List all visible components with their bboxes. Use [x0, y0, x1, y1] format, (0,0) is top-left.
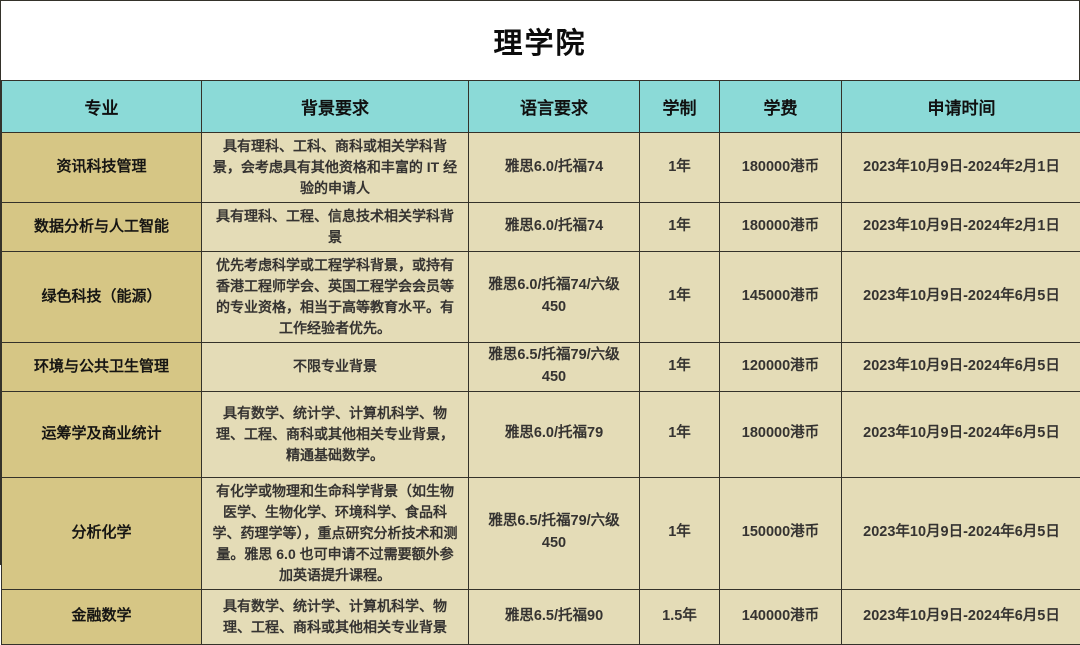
apply-time-cell: 2023年10月9日-2024年2月1日 — [842, 203, 1080, 252]
column-header-background: 背景要求 — [202, 81, 469, 133]
column-header-major: 专业 — [2, 81, 202, 133]
background-requirement-cell: 具有理科、工科、商科或相关学科背景，会考虑具有其他资格和丰富的 IT 经验的申请… — [202, 133, 469, 203]
table-body: 资讯科技管理具有理科、工科、商科或相关学科背景，会考虑具有其他资格和丰富的 IT… — [2, 133, 1080, 645]
column-header-apply-time: 申请时间 — [842, 81, 1080, 133]
major-cell: 资讯科技管理 — [2, 133, 202, 203]
table-row: 金融数学具有数学、统计学、计算机科学、物理、工程、商科或其他相关专业背景雅思6.… — [2, 589, 1080, 644]
duration-cell: 1年 — [640, 477, 720, 589]
tuition-cell: 120000港币 — [720, 343, 842, 392]
background-requirement-cell: 有化学或物理和生命科学背景（如生物医学、生物化学、环境科学、食品科学、药理学等）… — [202, 477, 469, 589]
background-requirement-cell: 具有数学、统计学、计算机科学、物理、工程、商科或其他相关专业背景，精通基础数学。 — [202, 391, 469, 477]
apply-time-cell: 2023年10月9日-2024年6月5日 — [842, 252, 1080, 343]
apply-time-cell: 2023年10月9日-2024年6月5日 — [842, 589, 1080, 644]
major-cell: 分析化学 — [2, 477, 202, 589]
tuition-cell: 180000港币 — [720, 133, 842, 203]
duration-cell: 1年 — [640, 133, 720, 203]
language-requirement-cell: 雅思6.5/托福90 — [469, 589, 640, 644]
table-row: 绿色科技（能源）优先考虑科学或工程学科背景，或持有香港工程师学会、英国工程学会会… — [2, 252, 1080, 343]
apply-time-cell: 2023年10月9日-2024年2月1日 — [842, 133, 1080, 203]
duration-cell: 1.5年 — [640, 589, 720, 644]
tuition-cell: 145000港币 — [720, 252, 842, 343]
apply-time-cell: 2023年10月9日-2024年6月5日 — [842, 343, 1080, 392]
page-title: 理学院 — [493, 20, 586, 62]
column-header-tuition: 学费 — [720, 81, 842, 133]
apply-time-cell: 2023年10月9日-2024年6月5日 — [842, 477, 1080, 589]
duration-cell: 1年 — [640, 343, 720, 392]
duration-cell: 1年 — [640, 203, 720, 252]
duration-cell: 1年 — [640, 252, 720, 343]
table-header-row: 专业 背景要求 语言要求 学制 学费 申请时间 — [2, 81, 1080, 133]
table-row: 分析化学有化学或物理和生命科学背景（如生物医学、生物化学、环境科学、食品科学、药… — [2, 477, 1080, 589]
language-requirement-cell: 雅思6.0/托福74 — [469, 133, 640, 203]
language-requirement-cell: 雅思6.5/托福79/六级450 — [469, 343, 640, 392]
column-header-duration: 学制 — [640, 81, 720, 133]
tuition-cell: 140000港币 — [720, 589, 842, 644]
table-row: 资讯科技管理具有理科、工科、商科或相关学科背景，会考虑具有其他资格和丰富的 IT… — [2, 133, 1080, 203]
tuition-cell: 180000港币 — [720, 391, 842, 477]
title-band: 理学院 — [1, 1, 1079, 80]
background-requirement-cell: 不限专业背景 — [202, 343, 469, 392]
duration-cell: 1年 — [640, 391, 720, 477]
major-cell: 数据分析与人工智能 — [2, 203, 202, 252]
tuition-cell: 180000港币 — [720, 203, 842, 252]
language-requirement-cell: 雅思6.0/托福79 — [469, 391, 640, 477]
language-requirement-cell: 雅思6.0/托福74/六级450 — [469, 252, 640, 343]
column-header-language: 语言要求 — [469, 81, 640, 133]
major-cell: 运筹学及商业统计 — [2, 391, 202, 477]
tuition-cell: 150000港币 — [720, 477, 842, 589]
program-table: 专业 背景要求 语言要求 学制 学费 申请时间 资讯科技管理具有理科、工科、商科… — [1, 80, 1080, 645]
language-requirement-cell: 雅思6.5/托福79/六级450 — [469, 477, 640, 589]
table-row: 运筹学及商业统计具有数学、统计学、计算机科学、物理、工程、商科或其他相关专业背景… — [2, 391, 1080, 477]
background-requirement-cell: 优先考虑科学或工程学科背景，或持有香港工程师学会、英国工程学会会员等的专业资格，… — [202, 252, 469, 343]
language-requirement-cell: 雅思6.0/托福74 — [469, 203, 640, 252]
major-cell: 金融数学 — [2, 589, 202, 644]
background-requirement-cell: 具有数学、统计学、计算机科学、物理、工程、商科或其他相关专业背景 — [202, 589, 469, 644]
background-requirement-cell: 具有理科、工程、信息技术相关学科背景 — [202, 203, 469, 252]
major-cell: 绿色科技（能源） — [2, 252, 202, 343]
school-table-sheet: 理学院 专业 背景要求 语言要求 学制 学费 申请时间 资讯科技管理具有理科、工… — [0, 0, 1080, 565]
major-cell: 环境与公共卫生管理 — [2, 343, 202, 392]
apply-time-cell: 2023年10月9日-2024年6月5日 — [842, 391, 1080, 477]
